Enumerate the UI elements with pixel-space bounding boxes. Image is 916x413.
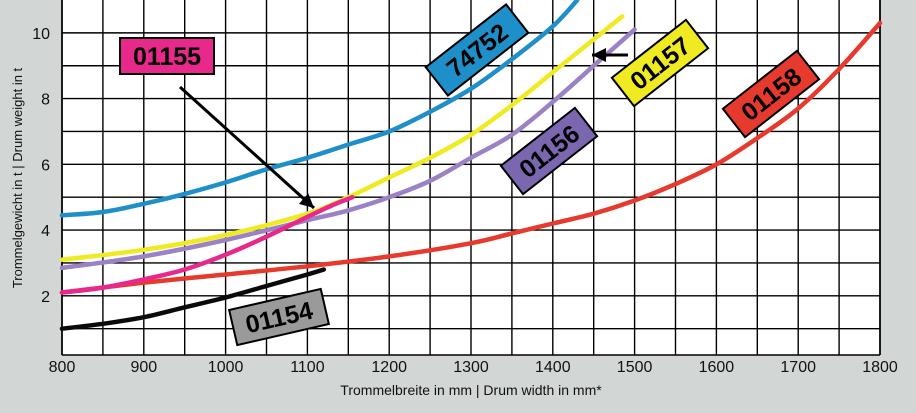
series-line-01157: [59, 14, 625, 262]
series-line-01156: [59, 27, 637, 271]
tag-box: [227, 287, 331, 347]
arrow-head: [298, 193, 314, 208]
y-axis-label: Trommelgewicht in t | Drum weight in t: [10, 67, 25, 288]
y-tick-label: 8: [41, 92, 50, 109]
y-tick-label: 10: [32, 26, 50, 43]
series-tag-01155: 01155: [119, 37, 215, 75]
x-tick-label: 900: [130, 359, 157, 376]
arrow-01155: [178, 85, 316, 210]
arrow-head: [592, 48, 606, 62]
y-tick-label: 4: [41, 223, 50, 240]
tick-layer: 800 900 1000 1100 1200 1300 1400 1500 1600 1700 18…: [32, 26, 898, 376]
arrow-01157: [592, 48, 628, 62]
tag-box: [721, 49, 821, 139]
x-tick-label: 800: [49, 359, 76, 376]
tag-box: [499, 106, 599, 196]
arrow-layer: [178, 48, 628, 210]
x-tick-label: 1700: [780, 359, 816, 376]
tag-label: 01155: [133, 43, 201, 71]
x-tick-label: 1000: [208, 359, 244, 376]
y-tick-label: 6: [41, 157, 50, 174]
tag-box: [119, 37, 215, 75]
tag-box: [610, 18, 710, 108]
x-tick-label: 1800: [862, 359, 898, 376]
series-layer: [59, 0, 883, 331]
x-tick-label: 1600: [699, 359, 735, 376]
x-tick-label: 1500: [617, 359, 653, 376]
series-line-01158: [59, 20, 883, 295]
x-tick-label: 1300: [453, 359, 489, 376]
tag-box: [424, 3, 530, 97]
series-line-01154: [59, 267, 327, 331]
x-tick-label: 1100: [290, 359, 325, 376]
series-line-01155: [59, 194, 355, 295]
x-axis-label: Trommelbreite in mm | Drum width in mm*: [340, 382, 602, 398]
arrow-shaft: [178, 85, 316, 210]
x-tick-label: 1400: [535, 359, 571, 376]
x-tick-label: 1200: [371, 359, 407, 376]
y-tick-label: 2: [41, 289, 50, 306]
series-line-74752: [59, 0, 580, 218]
